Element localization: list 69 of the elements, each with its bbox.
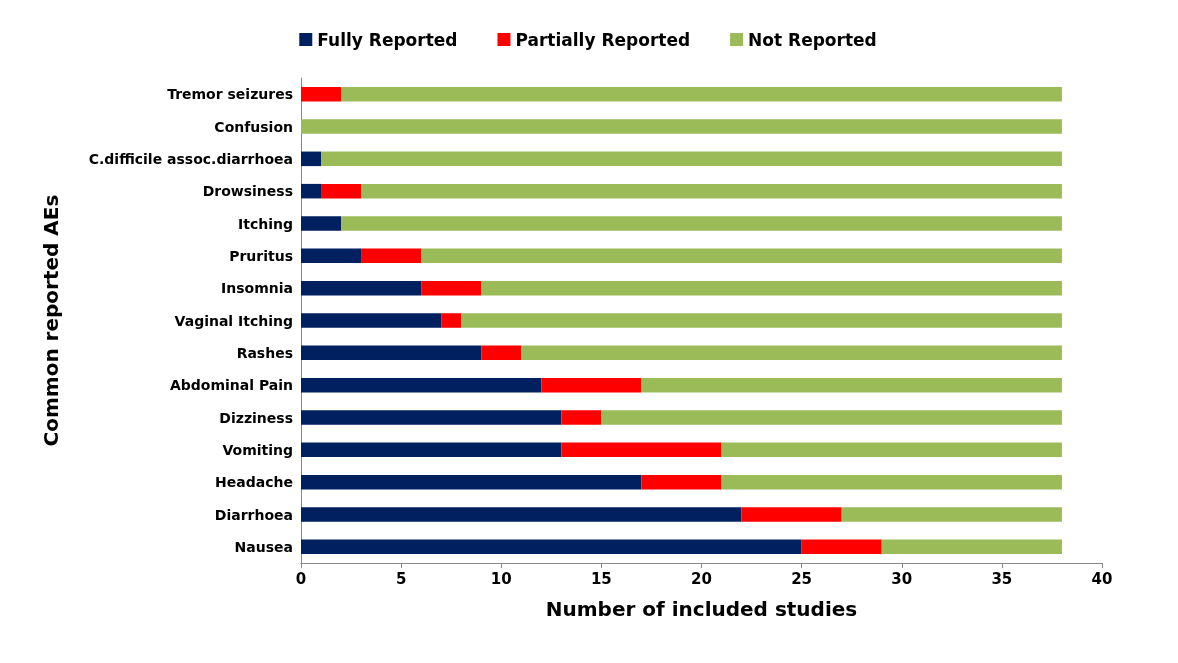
- x-tick-label: 20: [691, 569, 712, 588]
- bar: [801, 539, 882, 555]
- y-axis-title: Common reported AEs: [39, 194, 63, 447]
- legend-label: Not Reported: [748, 29, 877, 50]
- bar: [301, 313, 442, 328]
- bar: [561, 410, 602, 425]
- bar: [301, 377, 542, 393]
- x-tick-label: 25: [791, 569, 813, 588]
- bar: [481, 280, 1062, 296]
- bar: [341, 86, 1062, 102]
- bar: [881, 539, 1062, 555]
- y-tick-label: C.difficile assoc.diarrhoea: [88, 150, 293, 167]
- bar: [301, 216, 342, 231]
- bar: [541, 377, 642, 393]
- bar: [301, 410, 562, 425]
- bar: [301, 345, 482, 361]
- y-tick-label: Drowsiness: [202, 183, 293, 200]
- bar: [441, 313, 462, 328]
- y-tick-label: Pruritus: [229, 247, 293, 264]
- y-tick-label: Vomiting: [222, 441, 293, 458]
- bar: [321, 183, 362, 199]
- legend-label: Partially Reported: [515, 29, 691, 50]
- y-tick-label: Nausea: [234, 538, 293, 555]
- bar: [301, 151, 322, 167]
- bar: [361, 248, 422, 264]
- y-tick-label: Dizziness: [219, 409, 293, 426]
- y-tick-label: Tremor seizures: [167, 86, 293, 103]
- bar: [321, 151, 1062, 167]
- y-tick-label: Headache: [215, 474, 293, 491]
- bar: [721, 474, 1062, 490]
- bar: [301, 183, 322, 199]
- x-tick-label: 10: [490, 569, 512, 588]
- legend-label: Fully Reported: [317, 29, 458, 50]
- y-tick-label: Rashes: [236, 344, 293, 361]
- bar: [421, 280, 482, 296]
- bar: [721, 442, 1062, 458]
- bar: [301, 280, 422, 296]
- bar: [641, 377, 1062, 393]
- bar: [301, 507, 742, 522]
- bar: [301, 86, 342, 102]
- bar: [301, 119, 1062, 134]
- x-axis-title: Number of included studies: [545, 597, 858, 621]
- bar: [361, 183, 1062, 199]
- y-tick-label: Abdominal Pain: [169, 377, 293, 394]
- bar: [301, 248, 362, 264]
- x-tick-label: 5: [395, 569, 407, 588]
- bar: [841, 507, 1062, 522]
- y-tick-label: Confusion: [214, 118, 293, 135]
- y-tick-label: Diarrhoea: [214, 506, 293, 523]
- bar: [561, 442, 722, 458]
- x-tick-label: 15: [590, 569, 612, 588]
- x-tick-label: 30: [891, 569, 913, 588]
- y-tick-label: Vaginal Itching: [174, 312, 293, 329]
- bar: [481, 345, 522, 361]
- bar: [301, 474, 642, 490]
- x-tick-label: 0: [295, 569, 307, 588]
- bar: [341, 216, 1062, 231]
- bar: [421, 248, 1062, 264]
- bar: [461, 313, 1062, 328]
- bar: [641, 474, 722, 490]
- y-tick-label: Itching: [238, 215, 293, 232]
- y-tick-label: Insomnia: [221, 280, 293, 297]
- bar: [601, 410, 1062, 425]
- x-tick-label: 35: [991, 569, 1013, 588]
- bar: [301, 442, 562, 458]
- bar: [521, 345, 1062, 361]
- bar: [301, 539, 802, 555]
- x-tick-label: 40: [1091, 569, 1113, 588]
- bar: [741, 507, 842, 522]
